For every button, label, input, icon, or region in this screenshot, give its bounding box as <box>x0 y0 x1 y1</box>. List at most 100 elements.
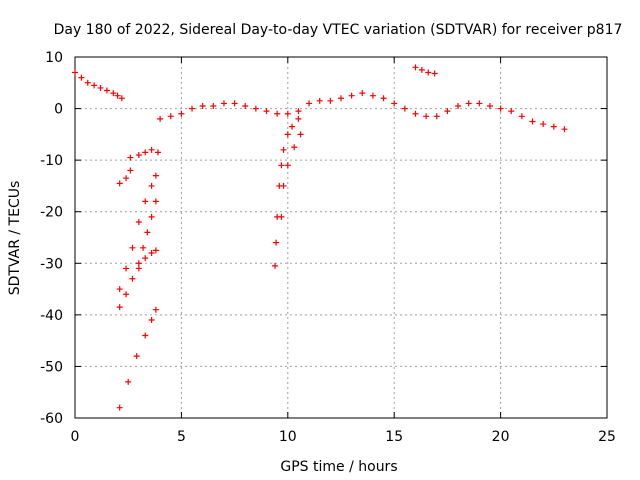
data-point <box>148 146 155 153</box>
y-tick-label: -20 <box>40 205 63 221</box>
data-point <box>359 90 366 97</box>
data-point <box>433 113 440 120</box>
data-point <box>148 249 155 256</box>
data-point <box>486 102 493 109</box>
data-point <box>518 113 525 120</box>
data-point <box>144 229 151 236</box>
data-point <box>78 74 85 81</box>
series-track-low-b <box>127 146 161 161</box>
data-point <box>148 317 155 324</box>
data-point <box>157 115 164 122</box>
data-point <box>152 172 159 179</box>
x-tick-label: 5 <box>177 429 186 445</box>
data-point <box>295 108 302 115</box>
data-point <box>348 92 355 99</box>
plot-frame <box>74 56 608 419</box>
data-point <box>284 162 291 169</box>
data-point <box>210 102 217 109</box>
data-point <box>297 131 304 138</box>
data-point <box>127 154 134 161</box>
y-tick-label: -40 <box>40 308 63 324</box>
x-tick-label: 15 <box>385 429 403 445</box>
data-point <box>123 265 130 272</box>
x-axis-label: GPS time / hours <box>280 459 397 475</box>
y-tick-label: -60 <box>40 411 63 427</box>
x-tick-label: 0 <box>71 429 80 445</box>
data-point <box>152 247 159 254</box>
y-axis-label: SDTVAR / TECUs <box>7 181 23 296</box>
series-track-low-f <box>135 198 159 267</box>
data-point <box>369 92 376 99</box>
data-point <box>125 378 132 385</box>
series-track-low-a <box>116 167 134 187</box>
grid-layer <box>75 57 607 418</box>
y-tick-label: 10 <box>45 50 63 66</box>
data-point <box>103 87 110 94</box>
tick-layer: 0 5 10 15 20 25 10 0 -10 -20 -30 -40 -50 -60 <box>40 50 616 445</box>
data-point <box>114 92 121 99</box>
data-point <box>444 108 451 115</box>
data-point <box>272 262 279 269</box>
data-point <box>142 255 149 262</box>
data-point <box>152 306 159 313</box>
data-point <box>252 105 259 112</box>
data-point <box>178 110 185 117</box>
data-point <box>529 118 536 125</box>
data-point <box>431 70 438 77</box>
series-track-dip-b <box>278 131 304 220</box>
x-tick-label: 20 <box>492 429 510 445</box>
data-point <box>327 97 334 104</box>
chart-title: Day 180 of 2022, Sidereal Day-to-day VTE… <box>54 22 623 38</box>
data-point <box>306 100 313 107</box>
data-point <box>91 82 98 89</box>
data-point <box>465 100 472 107</box>
data-point <box>425 69 432 76</box>
series-track-late <box>412 64 438 77</box>
series-track-main <box>157 90 568 133</box>
data-point <box>423 113 430 120</box>
data-point <box>135 265 142 272</box>
y-tick-label: -10 <box>40 153 63 169</box>
data-point <box>455 102 462 109</box>
data-point <box>97 84 104 91</box>
data-point <box>135 219 142 226</box>
data-point <box>242 102 249 109</box>
data-point <box>380 95 387 102</box>
data-point <box>116 404 123 411</box>
data-point <box>116 304 123 311</box>
data-point <box>280 146 287 153</box>
data-point <box>133 353 140 360</box>
data-point <box>142 198 149 205</box>
series-track-dip-a <box>272 115 302 269</box>
data-point <box>220 100 227 107</box>
data-point <box>401 105 408 112</box>
data-point <box>84 79 91 86</box>
y-tick-label: -30 <box>40 256 63 272</box>
data-point <box>291 144 298 151</box>
data-point <box>140 244 147 251</box>
data-point <box>142 149 149 156</box>
data-point <box>135 151 142 158</box>
data-point <box>280 182 287 189</box>
data-point <box>561 126 568 133</box>
data-point <box>189 105 196 112</box>
data-point <box>338 95 344 102</box>
data-point <box>72 69 78 76</box>
data-point <box>123 175 130 182</box>
data-point <box>142 332 149 339</box>
y-tick-label: 0 <box>54 102 63 118</box>
data-point <box>412 64 419 71</box>
data-point <box>497 105 504 112</box>
data-point <box>278 213 285 220</box>
data-point <box>118 95 125 102</box>
data-point <box>199 102 206 109</box>
data-point <box>110 90 117 97</box>
data-point <box>273 239 280 246</box>
data-point <box>391 100 398 107</box>
data-point <box>476 100 483 107</box>
data-point <box>263 108 270 115</box>
data-point <box>152 198 159 205</box>
points-layer <box>72 64 568 411</box>
